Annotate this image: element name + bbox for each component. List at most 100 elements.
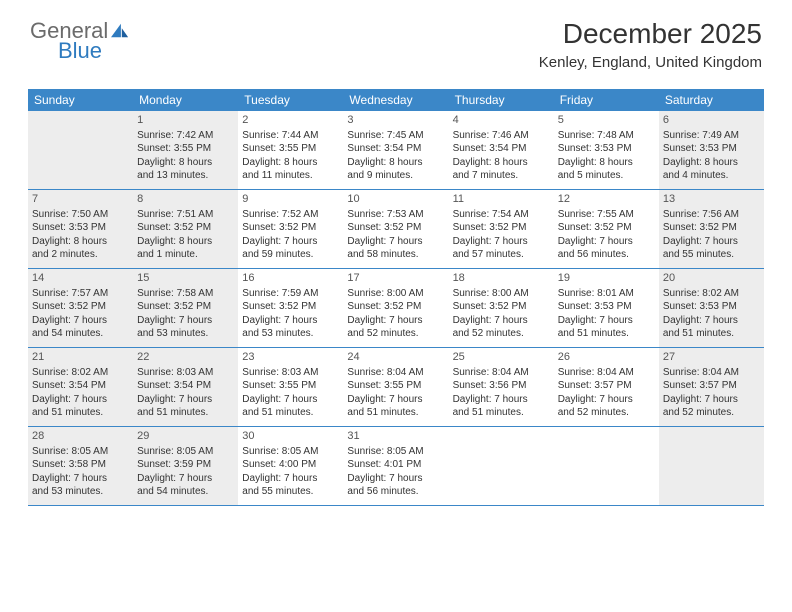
week-row: 21Sunrise: 8:02 AMSunset: 3:54 PMDayligh…	[28, 348, 764, 427]
day-number: 7	[32, 192, 129, 207]
sunset-text: Sunset: 3:57 PM	[663, 379, 760, 393]
sunset-text: Sunset: 3:53 PM	[32, 221, 129, 235]
sunrise-text: Sunrise: 7:53 AM	[347, 208, 444, 222]
daylight-text-1: Daylight: 7 hours	[663, 235, 760, 249]
sunrise-text: Sunrise: 8:04 AM	[347, 366, 444, 380]
daylight-text-1: Daylight: 7 hours	[453, 235, 550, 249]
daylight-text-1: Daylight: 7 hours	[347, 235, 444, 249]
daylight-text-2: and 51 minutes.	[242, 406, 339, 420]
empty-cell	[554, 427, 659, 505]
sunrise-text: Sunrise: 8:05 AM	[242, 445, 339, 459]
daylight-text-1: Daylight: 7 hours	[347, 393, 444, 407]
sunset-text: Sunset: 3:53 PM	[663, 300, 760, 314]
sunset-text: Sunset: 3:57 PM	[558, 379, 655, 393]
daylight-text-2: and 53 minutes.	[137, 327, 234, 341]
daylight-text-2: and 52 minutes.	[663, 406, 760, 420]
day-number: 17	[347, 271, 444, 286]
sunrise-text: Sunrise: 7:57 AM	[32, 287, 129, 301]
day-header-tuesday: Tuesday	[238, 89, 343, 111]
daylight-text-2: and 56 minutes.	[558, 248, 655, 262]
daylight-text-1: Daylight: 7 hours	[558, 235, 655, 249]
sunset-text: Sunset: 3:59 PM	[137, 458, 234, 472]
sunset-text: Sunset: 3:52 PM	[137, 221, 234, 235]
day-header-monday: Monday	[133, 89, 238, 111]
day-number: 19	[558, 271, 655, 286]
sunrise-text: Sunrise: 7:44 AM	[242, 129, 339, 143]
sunrise-text: Sunrise: 7:50 AM	[32, 208, 129, 222]
location-text: Kenley, England, United Kingdom	[539, 54, 762, 71]
sunrise-text: Sunrise: 8:02 AM	[663, 287, 760, 301]
daylight-text-1: Daylight: 8 hours	[137, 156, 234, 170]
logo-sail-icon	[109, 21, 131, 39]
sunset-text: Sunset: 3:52 PM	[453, 300, 550, 314]
sunrise-text: Sunrise: 8:05 AM	[137, 445, 234, 459]
empty-cell	[28, 111, 133, 189]
day-cell: 20Sunrise: 8:02 AMSunset: 3:53 PMDayligh…	[659, 269, 764, 347]
day-cell: 21Sunrise: 8:02 AMSunset: 3:54 PMDayligh…	[28, 348, 133, 426]
day-header-thursday: Thursday	[449, 89, 554, 111]
daylight-text-1: Daylight: 8 hours	[137, 235, 234, 249]
day-cell: 24Sunrise: 8:04 AMSunset: 3:55 PMDayligh…	[343, 348, 448, 426]
day-cell: 4Sunrise: 7:46 AMSunset: 3:54 PMDaylight…	[449, 111, 554, 189]
day-header-row: SundayMondayTuesdayWednesdayThursdayFrid…	[28, 89, 764, 111]
sunset-text: Sunset: 3:54 PM	[137, 379, 234, 393]
sunset-text: Sunset: 3:52 PM	[558, 221, 655, 235]
sunset-text: Sunset: 3:52 PM	[242, 300, 339, 314]
daylight-text-2: and 52 minutes.	[347, 327, 444, 341]
daylight-text-1: Daylight: 8 hours	[453, 156, 550, 170]
sunrise-text: Sunrise: 7:52 AM	[242, 208, 339, 222]
day-cell: 8Sunrise: 7:51 AMSunset: 3:52 PMDaylight…	[133, 190, 238, 268]
daylight-text-2: and 51 minutes.	[663, 327, 760, 341]
daylight-text-2: and 58 minutes.	[347, 248, 444, 262]
daylight-text-1: Daylight: 7 hours	[242, 314, 339, 328]
day-number: 2	[242, 113, 339, 128]
day-number: 6	[663, 113, 760, 128]
day-number: 13	[663, 192, 760, 207]
daylight-text-2: and 11 minutes.	[242, 169, 339, 183]
sunrise-text: Sunrise: 7:48 AM	[558, 129, 655, 143]
day-cell: 23Sunrise: 8:03 AMSunset: 3:55 PMDayligh…	[238, 348, 343, 426]
day-number: 15	[137, 271, 234, 286]
day-cell: 22Sunrise: 8:03 AMSunset: 3:54 PMDayligh…	[133, 348, 238, 426]
sunset-text: Sunset: 3:55 PM	[242, 142, 339, 156]
sunset-text: Sunset: 3:52 PM	[137, 300, 234, 314]
day-number: 16	[242, 271, 339, 286]
day-number: 23	[242, 350, 339, 365]
day-cell: 26Sunrise: 8:04 AMSunset: 3:57 PMDayligh…	[554, 348, 659, 426]
sunrise-text: Sunrise: 8:04 AM	[453, 366, 550, 380]
daylight-text-2: and 54 minutes.	[32, 327, 129, 341]
day-number: 3	[347, 113, 444, 128]
sunset-text: Sunset: 3:55 PM	[242, 379, 339, 393]
daylight-text-2: and 57 minutes.	[453, 248, 550, 262]
daylight-text-1: Daylight: 7 hours	[242, 393, 339, 407]
day-number: 27	[663, 350, 760, 365]
day-number: 8	[137, 192, 234, 207]
sunrise-text: Sunrise: 7:56 AM	[663, 208, 760, 222]
sunrise-text: Sunrise: 7:51 AM	[137, 208, 234, 222]
daylight-text-2: and 51 minutes.	[32, 406, 129, 420]
day-number: 11	[453, 192, 550, 207]
sunrise-text: Sunrise: 8:04 AM	[663, 366, 760, 380]
header: GeneralBlue December 2025 Kenley, Englan…	[0, 0, 792, 79]
sunrise-text: Sunrise: 7:42 AM	[137, 129, 234, 143]
daylight-text-1: Daylight: 7 hours	[347, 472, 444, 486]
daylight-text-2: and 2 minutes.	[32, 248, 129, 262]
daylight-text-2: and 4 minutes.	[663, 169, 760, 183]
daylight-text-1: Daylight: 7 hours	[558, 393, 655, 407]
daylight-text-2: and 1 minute.	[137, 248, 234, 262]
sunrise-text: Sunrise: 8:05 AM	[347, 445, 444, 459]
daylight-text-1: Daylight: 8 hours	[663, 156, 760, 170]
week-row: 14Sunrise: 7:57 AMSunset: 3:52 PMDayligh…	[28, 269, 764, 348]
sunrise-text: Sunrise: 7:58 AM	[137, 287, 234, 301]
daylight-text-1: Daylight: 8 hours	[32, 235, 129, 249]
calendar: SundayMondayTuesdayWednesdayThursdayFrid…	[28, 89, 764, 506]
sunset-text: Sunset: 3:55 PM	[347, 379, 444, 393]
day-number: 31	[347, 429, 444, 444]
sunset-text: Sunset: 3:56 PM	[453, 379, 550, 393]
sunset-text: Sunset: 3:52 PM	[242, 221, 339, 235]
sunrise-text: Sunrise: 7:49 AM	[663, 129, 760, 143]
sunrise-text: Sunrise: 8:05 AM	[32, 445, 129, 459]
daylight-text-2: and 55 minutes.	[663, 248, 760, 262]
sunrise-text: Sunrise: 8:03 AM	[242, 366, 339, 380]
day-header-friday: Friday	[554, 89, 659, 111]
